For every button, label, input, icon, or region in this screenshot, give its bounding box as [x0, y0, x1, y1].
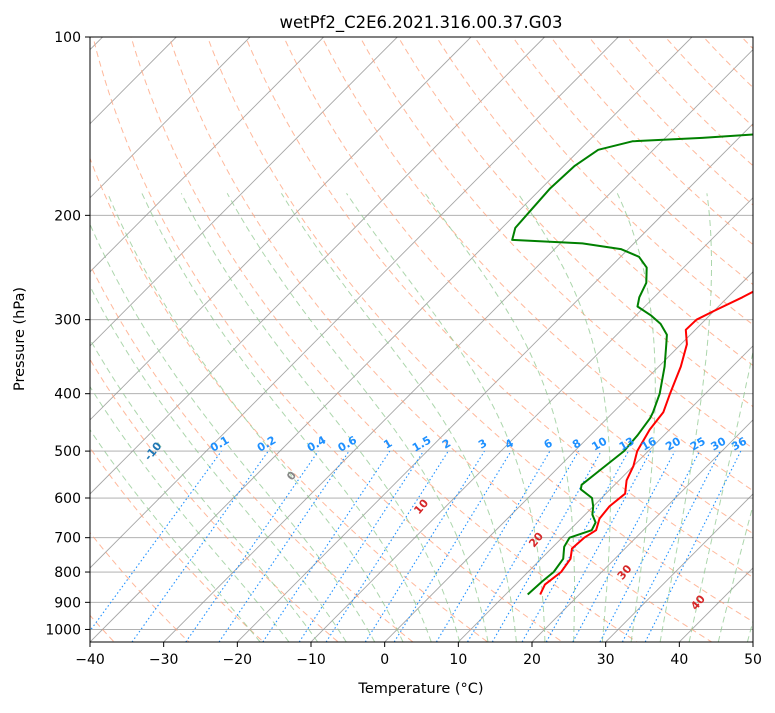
- y-tick-label: 500: [54, 444, 81, 460]
- chart-title: wetPf2_C2E6.2021.316.00.37.G03: [279, 13, 562, 33]
- x-axis-label: Temperature (°C): [357, 681, 483, 697]
- y-tick-label: 800: [54, 565, 81, 581]
- y-tick-label: 1000: [45, 622, 81, 638]
- y-axis-label: Pressure (hPa): [12, 287, 28, 391]
- y-tick-label: 700: [54, 531, 81, 547]
- x-tick-label: 20: [523, 652, 541, 668]
- y-tick-label: 200: [54, 208, 81, 224]
- x-tick-label: −10: [296, 652, 326, 668]
- x-tick-label: 10: [449, 652, 467, 668]
- y-tick-label: 600: [54, 491, 81, 507]
- x-tick-label: 40: [670, 652, 688, 668]
- x-tick-label: −30: [149, 652, 179, 668]
- y-tick-label: 400: [54, 387, 81, 403]
- y-tick-label: 900: [54, 595, 81, 611]
- x-tick-label: 30: [597, 652, 615, 668]
- x-tick-label: 0: [380, 652, 389, 668]
- y-tick-label: 300: [54, 313, 81, 329]
- x-tick-label: −40: [75, 652, 105, 668]
- x-tick-label: −20: [223, 652, 253, 668]
- y-tick-label: 100: [54, 30, 81, 46]
- x-tick-label: 50: [744, 652, 762, 668]
